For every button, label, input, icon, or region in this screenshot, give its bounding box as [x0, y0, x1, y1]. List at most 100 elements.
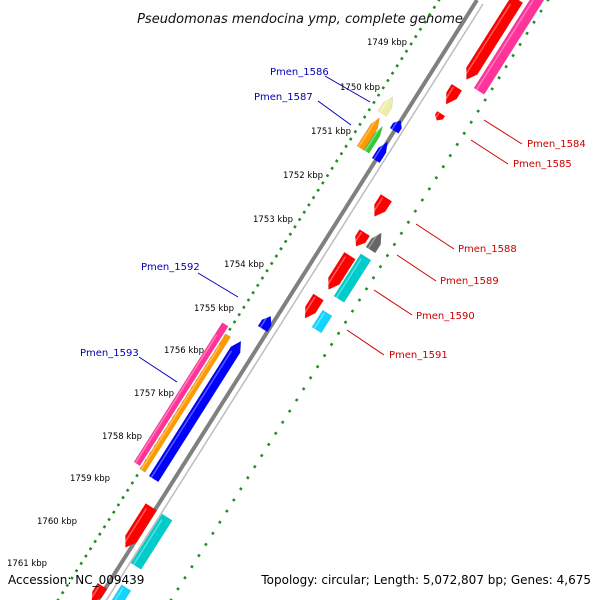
outer-tick-dot [311, 195, 316, 200]
outer-tick-dot [84, 554, 88, 558]
outer-tick-dot [348, 137, 353, 141]
tick-dots [56, 0, 550, 600]
gene-Pmen_1593b[interactable] [139, 333, 232, 473]
gene-Pmen_1592[interactable] [148, 340, 242, 483]
leader-Pmen_1584 [483, 119, 523, 145]
gene-label-Pmen_1588: Pmen_1588 [458, 244, 517, 255]
outer-tick-dot [246, 298, 251, 302]
outer-tick-dot [251, 290, 255, 295]
outer-tick-dot [353, 129, 358, 134]
inner-tick-dot [176, 587, 180, 591]
gene-blue-arrow-tiny[interactable] [389, 119, 402, 134]
inner-tick-dot [539, 9, 543, 13]
inner-tick-dot [532, 20, 536, 25]
inner-tick-dot [427, 187, 432, 191]
inner-tick-dot [225, 509, 229, 513]
genome-summary-text: Topology: circular; Length: 5,072,807 bp… [261, 573, 591, 587]
gene-blue-small[interactable] [371, 141, 388, 164]
outer-tick-dot [376, 93, 381, 97]
outer-tick-dot [111, 510, 116, 514]
inner-tick-dot [441, 164, 446, 169]
outer-tick-dot [321, 181, 325, 185]
gene-label-Pmen_1586: Pmen_1586 [270, 67, 329, 78]
outer-tick-dot [125, 488, 130, 493]
gene-red-arrow-tiny[interactable] [434, 110, 446, 121]
outer-tick-dot [339, 151, 344, 156]
kbp-tick-label: 1749 kbp [367, 38, 407, 48]
gene-red-mid-b[interactable] [301, 293, 324, 319]
inner-tick-dot [357, 298, 362, 302]
gene-Pmen_1585[interactable] [473, 0, 548, 95]
inner-tick-dot [413, 209, 418, 213]
inner-tick-dot [169, 598, 173, 600]
outer-tick-dot [130, 481, 135, 485]
gene-Pmen_1586[interactable] [377, 96, 394, 117]
outer-tick-dot [427, 12, 432, 17]
gene-red-mid-a[interactable] [352, 229, 371, 247]
inner-tick-dot [350, 309, 355, 313]
inner-tick-dot [406, 220, 411, 225]
inner-tick-dot [204, 542, 208, 547]
kbp-tick-label: 1760 kbp [37, 517, 77, 527]
outer-tick-dot [316, 188, 320, 193]
gene-Pmen_1589b[interactable] [365, 232, 382, 254]
outer-tick-dot [409, 42, 413, 46]
inner-tick-dot [378, 264, 383, 269]
outer-tick-dot [367, 107, 372, 112]
gene-green-small[interactable] [363, 125, 384, 154]
inner-tick-dot [322, 353, 327, 358]
outer-tick-dot [386, 78, 390, 83]
gene-label-Pmen_1589: Pmen_1589 [440, 276, 499, 287]
genome-backbone [96, 0, 484, 600]
inner-tick-dot [448, 153, 453, 158]
backbone-shadow-line [105, 3, 484, 600]
outer-tick-dot [102, 525, 107, 529]
backbone-line [96, 0, 479, 600]
outer-tick-dot [395, 64, 399, 68]
outer-tick-dot [307, 203, 311, 207]
gene-Pmen_1589[interactable] [325, 251, 356, 290]
outer-tick-dot [237, 312, 242, 317]
leader-Pmen_1592 [197, 272, 239, 298]
gene-cyan-bottom-b[interactable] [111, 584, 132, 600]
kbp-tick-label: 1754 kbp [224, 260, 264, 270]
kbp-tick-label: 1757 kbp [134, 389, 174, 399]
gene-red-bottom-b[interactable] [89, 582, 108, 600]
outer-tick-dot [418, 27, 423, 32]
gene-features [89, 0, 548, 600]
gene-blue-arrow-mid[interactable] [257, 315, 272, 333]
inner-tick-dot [504, 64, 508, 69]
map-labels: Pseudomonas mendocina ymp, complete geno… [7, 12, 586, 569]
outer-tick-dot [121, 495, 125, 500]
outer-tick-dot [93, 539, 97, 544]
gene-cyan-bottom[interactable] [130, 513, 173, 570]
gene-Pmen_1590[interactable] [333, 253, 372, 303]
gene-Pmen_1591[interactable] [311, 309, 333, 334]
outer-tick-dot [228, 327, 232, 332]
inner-tick-dot [364, 287, 369, 291]
gene-red-bottom[interactable] [122, 503, 158, 548]
outer-tick-dot [79, 561, 84, 566]
kbp-tick-label: 1753 kbp [253, 215, 293, 225]
outer-tick-dot [413, 34, 418, 39]
gene-red-small[interactable] [442, 83, 463, 105]
outer-tick-dot [330, 166, 334, 171]
outer-tick-dot [74, 568, 79, 573]
gene-Pmen_1587[interactable] [356, 117, 380, 151]
inner-tick-dot [246, 475, 250, 480]
outer-tick-dot [362, 115, 367, 119]
inner-tick-dot [252, 464, 257, 469]
inner-tick-dot [336, 331, 341, 336]
gene-label-Pmen_1592: Pmen_1592 [141, 262, 200, 273]
outer-tick-dot [381, 86, 386, 90]
inner-tick-dot [287, 409, 292, 413]
inner-tick-dot [420, 198, 425, 202]
inner-tick-dot [497, 75, 501, 80]
gene-Pmen_1584[interactable] [463, 0, 524, 80]
inner-tick-dot [385, 253, 390, 258]
gene-Pmen_1593[interactable] [133, 322, 229, 467]
leader-Pmen_1585 [470, 139, 509, 165]
gene-Pmen_1588[interactable] [371, 194, 393, 217]
outer-tick-dot [56, 598, 60, 600]
inner-tick-dot [434, 175, 439, 180]
